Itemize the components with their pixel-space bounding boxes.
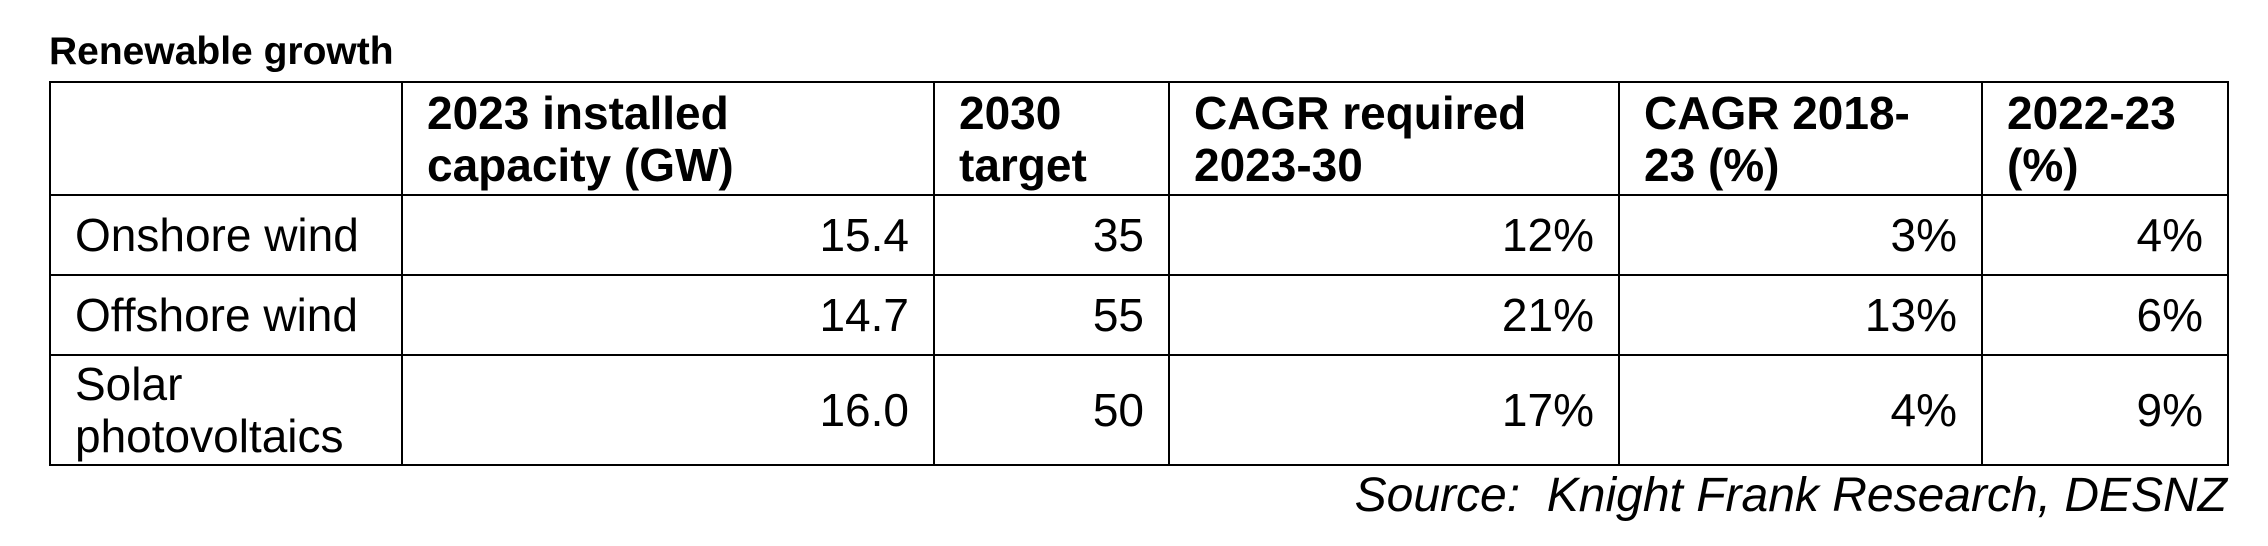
table-cell: 21% <box>1168 274 1620 356</box>
row-label: Offshore wind <box>49 274 403 356</box>
table: 2023 installed capacity (GW) 2030 target C… <box>49 81 2229 466</box>
header-cell: CAGR 2018-23 (%) <box>1618 81 1983 196</box>
table-cell: 6% <box>1981 274 2229 356</box>
table-row: Offshore wind 14.7 55 21% 13% 6% <box>49 274 2229 356</box>
table-cell: 16.0 <box>401 354 935 466</box>
table-cell: 4% <box>1981 194 2229 276</box>
table-cell: 55 <box>933 274 1170 356</box>
table-row: Solar photovoltaics 16.0 50 17% 4% 9% <box>49 354 2229 466</box>
table-cell: 4% <box>1618 354 1983 466</box>
header-cell: 2023 installed capacity (GW) <box>401 81 935 196</box>
header-row: 2023 installed capacity (GW) 2030 target C… <box>49 81 2229 196</box>
table-cell: 35 <box>933 194 1170 276</box>
table-body: Onshore wind 15.4 35 12% 3% 4% Offshore wind 14… <box>49 194 2229 466</box>
header-cell: 2022-23 (%) <box>1981 81 2229 196</box>
table-cell: 17% <box>1168 354 1620 466</box>
table-cell: 15.4 <box>401 194 935 276</box>
header-cell <box>49 81 403 196</box>
table-cell: 14.7 <box>401 274 935 356</box>
table-cell: 13% <box>1618 274 1983 356</box>
source-note: Source: Knight Frank Research, DESNZ <box>1354 469 2227 522</box>
row-label: Onshore wind <box>49 194 403 276</box>
table-title: Renewable growth <box>49 30 394 73</box>
table-cell: 9% <box>1981 354 2229 466</box>
header-cell: CAGR required 2023-30 <box>1168 81 1620 196</box>
row-label: Solar photovoltaics <box>49 354 403 466</box>
table-cell: 12% <box>1168 194 1620 276</box>
table-cell: 50 <box>933 354 1170 466</box>
header-cell: 2030 target <box>933 81 1170 196</box>
table-cell: 3% <box>1618 194 1983 276</box>
table-row: Onshore wind 15.4 35 12% 3% 4% <box>49 194 2229 276</box>
